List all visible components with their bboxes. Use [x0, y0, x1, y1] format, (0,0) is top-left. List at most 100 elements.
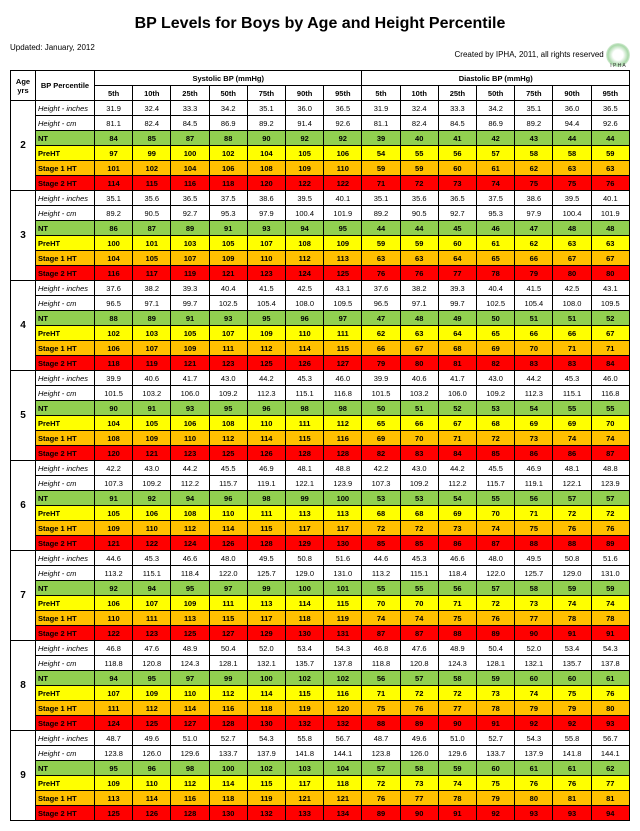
cell: 97.9: [247, 206, 285, 221]
cell: 84.5: [438, 116, 476, 131]
cell: 95: [171, 581, 209, 596]
cell: 89.2: [515, 116, 553, 131]
cell: 128.1: [209, 656, 247, 671]
cell: 89: [477, 626, 515, 641]
cell: 86: [553, 446, 591, 461]
row-label: NT: [36, 581, 95, 596]
cell: 72: [400, 176, 438, 191]
cell: 49: [438, 311, 476, 326]
cell: 81: [438, 356, 476, 371]
cell: 100: [95, 236, 133, 251]
cell: 48.8: [591, 461, 629, 476]
cell: 61: [477, 236, 515, 251]
cell: 109: [209, 251, 247, 266]
cell: 72: [477, 596, 515, 611]
cell: 137.8: [324, 656, 362, 671]
row-label: Height - inches: [36, 101, 95, 116]
hdr-pct: 90th: [553, 86, 591, 101]
cell: 35.1: [247, 101, 285, 116]
cell: 66: [362, 341, 400, 356]
cell: 51.6: [591, 551, 629, 566]
cell: 51: [400, 401, 438, 416]
cell: 89: [591, 536, 629, 551]
cell: 112: [286, 251, 324, 266]
row-label: Stage 1 HT: [36, 611, 95, 626]
cell: 41: [438, 131, 476, 146]
cell: 40.6: [133, 371, 171, 386]
cell: 43: [515, 131, 553, 146]
cell: 113.2: [95, 566, 133, 581]
cell: 115: [133, 176, 171, 191]
cell: 106: [95, 341, 133, 356]
cell: 46.9: [247, 461, 285, 476]
cell: 99.7: [438, 296, 476, 311]
cell: 60: [553, 671, 591, 686]
cell: 97: [209, 581, 247, 596]
cell: 110: [171, 686, 209, 701]
cell: 122: [286, 176, 324, 191]
cell: 45.5: [209, 461, 247, 476]
cell: 112.2: [438, 476, 476, 491]
row-label: Stage 2 HT: [36, 536, 95, 551]
cell: 51.6: [324, 551, 362, 566]
row-label: Height - inches: [36, 731, 95, 746]
cell: 62: [515, 161, 553, 176]
cell: 67: [553, 251, 591, 266]
cell: 103: [133, 326, 171, 341]
cell: 118: [209, 791, 247, 806]
cell: 113: [171, 611, 209, 626]
cell: 104: [171, 161, 209, 176]
cell: 102.5: [209, 296, 247, 311]
cell: 93: [553, 806, 591, 821]
cell: 105: [209, 236, 247, 251]
cell: 94: [286, 221, 324, 236]
cell: 101.5: [95, 386, 133, 401]
row-label: Stage 1 HT: [36, 161, 95, 176]
cell: 96: [133, 761, 171, 776]
cell: 67: [400, 341, 438, 356]
cell: 40: [400, 131, 438, 146]
cell: 51: [553, 311, 591, 326]
cell: 79: [515, 701, 553, 716]
row-label: Stage 1 HT: [36, 701, 95, 716]
cell: 100.4: [553, 206, 591, 221]
cell: 116: [324, 686, 362, 701]
cell: 104: [247, 146, 285, 161]
row-label: Stage 2 HT: [36, 176, 95, 191]
cell: 103.2: [133, 386, 171, 401]
cell: 40.6: [400, 371, 438, 386]
cell: 130: [247, 716, 285, 731]
hdr-pct: 95th: [324, 86, 362, 101]
cell: 123: [247, 266, 285, 281]
cell: 99: [247, 581, 285, 596]
cell: 76: [553, 776, 591, 791]
cell: 130: [324, 536, 362, 551]
cell: 118.4: [171, 566, 209, 581]
cell: 71: [362, 176, 400, 191]
cell: 90: [515, 626, 553, 641]
cell: 101: [133, 236, 171, 251]
cell: 58: [553, 146, 591, 161]
cell: 58: [400, 761, 438, 776]
cell: 61: [553, 761, 591, 776]
cell: 128: [247, 536, 285, 551]
cell: 80: [591, 701, 629, 716]
cell: 75: [438, 611, 476, 626]
row-label: Stage 2 HT: [36, 626, 95, 641]
cell: 44.2: [171, 461, 209, 476]
cell: 100: [324, 491, 362, 506]
cell: 120: [247, 176, 285, 191]
cell: 132: [286, 716, 324, 731]
cell: 48: [591, 221, 629, 236]
cell: 41.5: [515, 281, 553, 296]
cell: 132: [247, 806, 285, 821]
cell: 48.1: [553, 461, 591, 476]
cell: 132.1: [515, 656, 553, 671]
cell: 90: [438, 716, 476, 731]
cell: 91: [477, 716, 515, 731]
cell: 120.8: [400, 656, 438, 671]
cell: 137.9: [247, 746, 285, 761]
cell: 82: [362, 446, 400, 461]
cell: 115: [209, 611, 247, 626]
cell: 129.0: [286, 566, 324, 581]
